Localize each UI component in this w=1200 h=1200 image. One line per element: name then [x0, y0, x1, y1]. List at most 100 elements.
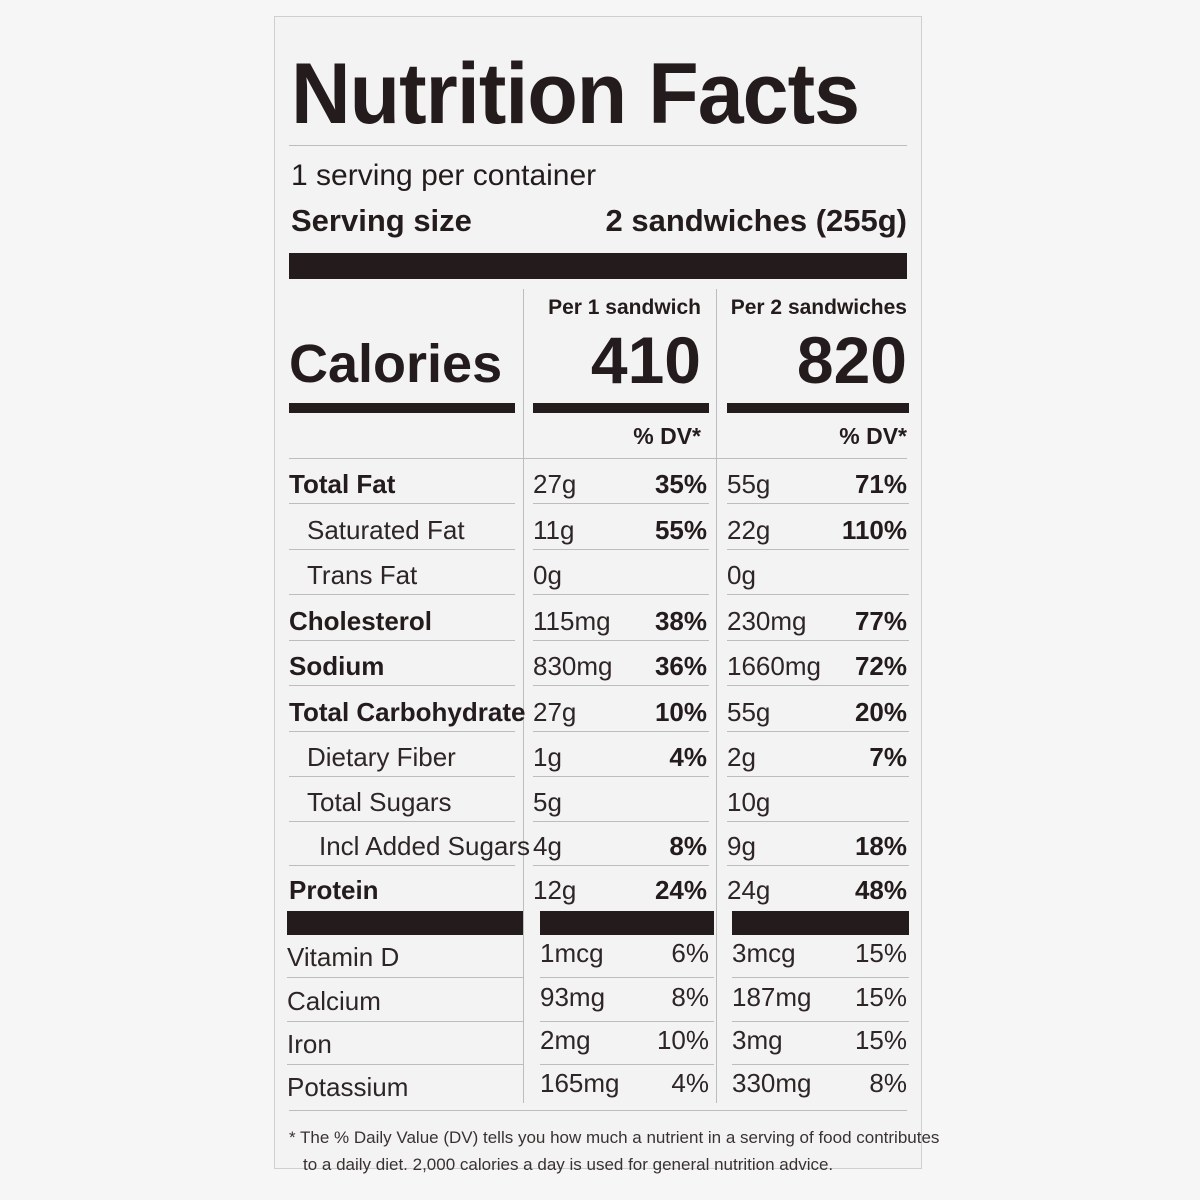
dv-header-col2: % DV*: [839, 423, 907, 449]
calories-bar-3: [727, 403, 909, 413]
nutrient-row-divider: [289, 594, 515, 595]
title-divider: [289, 145, 907, 146]
nutrient-amount-col1: 115mg: [533, 606, 611, 636]
vitamin-name: Calcium: [287, 986, 381, 1016]
vitamin-row-divider: [732, 1021, 909, 1022]
nutrient-name: Dietary Fiber: [307, 742, 456, 772]
footnote-line-2: to a daily diet. 2,000 calories a day is…: [303, 1155, 834, 1174]
vitamin-amount-col1: 165mg: [540, 1068, 620, 1098]
nutrient-row-divider: [289, 821, 515, 822]
nutrient-row-divider: [727, 776, 909, 777]
vitamin-dv-col2: 15%: [854, 938, 907, 968]
nutrient-amount-col1: 27g: [533, 469, 577, 499]
vitamin-row-divider: [287, 977, 523, 978]
serving-thick-bar: [289, 253, 907, 279]
nutrient-row-divider: [727, 821, 909, 822]
nutrient-row-divider: [289, 640, 515, 641]
nutrient-dv-col1: 24%: [654, 875, 707, 905]
vitamin-amount-col2: 3mg: [732, 1025, 783, 1055]
nutrient-row-divider: [727, 503, 909, 504]
nutrient-dv-col1: 36%: [654, 651, 707, 681]
vitamin-dv-col2: 8%: [869, 1068, 907, 1098]
nutrient-row-divider: [533, 685, 709, 686]
nutrient-amount-col2: 10g: [727, 787, 771, 817]
nutrient-dv-col1: 35%: [654, 469, 707, 499]
protein-bar-2: [540, 911, 714, 935]
vitamin-row-divider: [287, 1021, 523, 1022]
nutrient-dv-col2: 110%: [841, 515, 907, 545]
nutrient-row-divider: [727, 640, 909, 641]
dv-header-col1: % DV*: [633, 423, 701, 449]
nutrient-row-divider: [727, 549, 909, 550]
vitamin-amount-col2: 187mg: [732, 982, 812, 1012]
footnote-divider: [289, 1110, 907, 1111]
col2-header: Per 2 sandwiches: [730, 296, 907, 319]
nutrient-dv-col2: 77%: [854, 606, 907, 636]
nutrient-row-divider: [533, 549, 709, 550]
vitamin-row-divider: [732, 1064, 909, 1065]
nutrient-row-divider: [289, 731, 515, 732]
nutrient-row-divider: [533, 503, 709, 504]
nutrient-amount-col1: 1g: [533, 742, 562, 772]
nutrient-name: Trans Fat: [307, 560, 418, 590]
nutrient-name: Sodium: [289, 651, 385, 681]
nutrient-row-divider: [289, 685, 515, 686]
nutrient-dv-col1: 10%: [654, 697, 707, 727]
nutrient-dv-col2: 72%: [854, 651, 907, 681]
protein-bar-1: [287, 911, 523, 935]
footnote-line-1: * The % Daily Value (DV) tells you how m…: [289, 1128, 940, 1147]
nutrient-amount-col2: 0g: [727, 560, 756, 590]
nutrient-name: Total Sugars: [307, 787, 452, 817]
nutrient-amount-col2: 1660mg: [727, 651, 821, 681]
vitamin-dv-col1: 8%: [671, 982, 709, 1012]
vitamin-amount-col2: 330mg: [732, 1068, 812, 1098]
col1-header: Per 1 sandwich: [548, 296, 701, 319]
vitamin-dv-col1: 10%: [656, 1025, 709, 1055]
vitamin-amount-col1: 1mcg: [540, 938, 604, 968]
nutrient-amount-col2: 230mg: [727, 606, 807, 636]
serving-size-value: 2 sandwiches (255g): [605, 203, 907, 238]
vitamin-row-divider: [540, 1064, 714, 1065]
nutrient-amount-col1: 4g: [533, 831, 562, 861]
nutrient-amount-col2: 22g: [727, 515, 771, 545]
nutrient-amount-col2: 55g: [727, 697, 771, 727]
vitamin-dv-col1: 6%: [671, 938, 709, 968]
vitamin-amount-col2: 3mcg: [732, 938, 796, 968]
vitamin-row-divider: [540, 977, 714, 978]
calories-col2: 820: [796, 323, 907, 397]
nutrient-amount-col1: 0g: [533, 560, 562, 590]
nutrient-dv-col2: 20%: [854, 697, 907, 727]
vitamin-row-divider: [732, 977, 909, 978]
nutrient-name: Saturated Fat: [307, 515, 465, 545]
nutrient-amount-col1: 27g: [533, 697, 577, 727]
nutrient-row-divider: [289, 549, 515, 550]
nutrient-dv-col1: 38%: [654, 606, 707, 636]
nutrient-row-divider: [289, 776, 515, 777]
nutrient-amount-col1: 12g: [533, 875, 577, 905]
vitamin-row-divider: [540, 1021, 714, 1022]
nutrient-row-divider: [727, 731, 909, 732]
nutrient-amount-col1: 830mg: [533, 651, 613, 681]
nutrient-amount-col2: 55g: [727, 469, 771, 499]
vitamin-row-divider: [287, 1064, 523, 1065]
nutrient-amount-col1: 5g: [533, 787, 562, 817]
nutrient-amount-col1: 11g: [533, 515, 575, 545]
nutrient-name: Total Carbohydrate: [289, 697, 526, 727]
nutrient-row-divider: [727, 594, 909, 595]
column-divider-1: [523, 289, 524, 1103]
vitamin-amount-col1: 2mg: [540, 1025, 591, 1055]
nutrient-row-divider: [727, 685, 909, 686]
nutrient-amount-col2: 9g: [727, 831, 756, 861]
nutrient-dv-col1: 55%: [654, 515, 707, 545]
nutrition-facts-label: Nutrition Facts 1 serving per container …: [274, 16, 939, 1174]
nutrient-dv-col1: 4%: [669, 742, 707, 772]
serving-size-label: Serving size: [291, 203, 472, 238]
nutrient-row-divider: [727, 865, 909, 866]
nutrient-dv-col2: 48%: [854, 875, 907, 905]
nutrient-row-divider: [289, 503, 515, 504]
protein-bar-3: [732, 911, 909, 935]
nutrient-row-divider: [533, 594, 709, 595]
vitamin-amount-col1: 93mg: [540, 982, 606, 1012]
nutrient-dv-col2: 7%: [869, 742, 907, 772]
nutrient-row-divider: [533, 865, 709, 866]
